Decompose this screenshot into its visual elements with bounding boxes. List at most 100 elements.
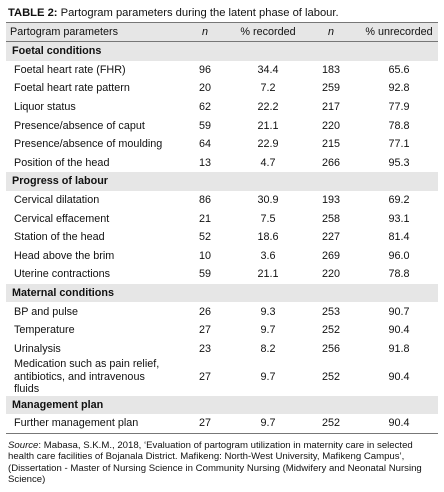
cell-unrecorded: 96.0 <box>388 249 410 262</box>
cell-recorded: 7.2 <box>260 82 276 95</box>
cell-unrecorded: 81.4 <box>388 231 410 244</box>
cell-unrecorded: 90.4 <box>388 370 410 383</box>
cell-n2: 266 <box>321 156 340 169</box>
cell-n1: 27 <box>198 370 211 383</box>
cell-param: Position of the head <box>14 156 110 169</box>
cell-unrecorded: 69.2 <box>388 194 410 207</box>
cell-unrecorded: 91.8 <box>388 342 410 355</box>
cell-n1: 13 <box>198 156 211 169</box>
cell-n1: 59 <box>198 268 211 281</box>
cell-n1: 23 <box>198 342 211 355</box>
cell-recorded: 3.6 <box>260 249 276 262</box>
cell-recorded: 8.2 <box>260 342 276 355</box>
cell-recorded: 21.1 <box>257 268 279 281</box>
cell-unrecorded: 92.8 <box>388 82 410 95</box>
cell-n2: 256 <box>321 342 340 355</box>
section-header-row: Foetal conditions <box>6 41 438 61</box>
table-body: Foetal conditions Foetal heart rate (FHR)… <box>6 41 438 434</box>
cell-param: Head above the brim <box>14 249 115 262</box>
table-row: Cervical effacement 21 7.5 258 93.1 <box>6 209 438 228</box>
cell-recorded: 18.6 <box>257 231 279 244</box>
cell-recorded: 22.9 <box>257 138 279 151</box>
cell-n2: 215 <box>321 138 340 151</box>
section-title: Maternal conditions <box>6 283 438 303</box>
cell-unrecorded: 90.4 <box>388 324 410 337</box>
cell-recorded: 9.7 <box>234 414 302 434</box>
cell-recorded: 4.7 <box>260 156 276 169</box>
section-title: Foetal conditions <box>6 41 438 61</box>
cell-unrecorded: 93.1 <box>388 212 410 225</box>
cell-n1: 62 <box>198 101 211 114</box>
source-text: : Mabasa, S.K.M., 2018, ‘Evaluation of p… <box>8 439 422 485</box>
cell-param: Liquor status <box>14 101 76 114</box>
header-parameters: Partogram parameters <box>6 22 176 42</box>
table-row: Temperature 27 9.7 252 90.4 <box>6 321 438 340</box>
cell-n2: 252 <box>302 414 360 434</box>
header-n-unrecorded: n <box>302 22 360 42</box>
cell-param: Foetal heart rate pattern <box>14 82 130 95</box>
cell-n2: 183 <box>321 63 340 76</box>
cell-param: Urinalysis <box>14 342 61 355</box>
cell-param: Temperature <box>14 324 75 337</box>
table-row: Presence/absence of caput 59 21.1 220 78.8 <box>6 116 438 135</box>
cell-n1: 10 <box>198 249 211 262</box>
cell-unrecorded: 77.1 <box>388 138 410 151</box>
table-row: Presence/absence of moulding 64 22.9 215 77.… <box>6 135 438 154</box>
cell-n1: 21 <box>198 212 211 225</box>
header-n-recorded: n <box>176 22 234 42</box>
cell-n1: 86 <box>198 194 211 207</box>
table-row: Urinalysis 23 8.2 256 91.8 <box>6 340 438 359</box>
cell-n1: 52 <box>198 231 211 244</box>
cell-unrecorded: 65.6 <box>388 63 410 76</box>
cell-param: Foetal heart rate (FHR) <box>14 63 126 76</box>
table-row: Foetal heart rate pattern 20 7.2 259 92.8 <box>6 79 438 98</box>
cell-unrecorded: 78.8 <box>388 268 410 281</box>
cell-recorded: 9.3 <box>260 305 276 318</box>
cell-recorded: 34.4 <box>257 63 279 76</box>
cell-n2: 252 <box>321 324 340 337</box>
cell-n1: 64 <box>198 138 211 151</box>
cell-n2: 220 <box>321 268 340 281</box>
table-row: Medication such as pain relief, antibiot… <box>6 358 438 396</box>
section-title: Management plan <box>6 395 438 415</box>
cell-param: Station of the head <box>14 231 105 244</box>
cell-n2: 220 <box>321 119 340 132</box>
cell-param: Cervical dilatation <box>14 194 100 207</box>
cell-n1: 20 <box>198 82 211 95</box>
cell-n2: 269 <box>321 249 340 262</box>
table-caption: TABLE 2: Partogram parameters during the… <box>8 6 438 20</box>
cell-n1: 27 <box>198 324 211 337</box>
cell-n2: 217 <box>321 101 340 114</box>
cell-recorded: 22.2 <box>257 101 279 114</box>
cell-param: Further management plan <box>6 414 176 434</box>
section-header-row: Maternal conditions <box>6 283 438 303</box>
table-row: Uterine contractions 59 21.1 220 78.8 <box>6 265 438 284</box>
cell-recorded: 7.5 <box>260 212 276 225</box>
cell-param: Medication such as pain relief, antibiot… <box>14 358 160 396</box>
header-percent-unrecorded: % unrecorded <box>360 22 438 42</box>
cell-param: BP and pulse <box>14 305 79 318</box>
cell-unrecorded: 95.3 <box>388 156 410 169</box>
cell-unrecorded: 90.4 <box>360 414 438 434</box>
table-row: Foetal heart rate (FHR) 96 34.4 183 65.6 <box>6 61 438 80</box>
cell-n1: 96 <box>198 63 211 76</box>
cell-n2: 253 <box>321 305 340 318</box>
table-number: TABLE 2: <box>8 7 58 19</box>
cell-param: Presence/absence of moulding <box>14 138 163 151</box>
section-header-row: Progress of labour <box>6 172 438 191</box>
cell-n1: 26 <box>198 305 211 318</box>
table-row: Position of the head 13 4.7 266 95.3 <box>6 154 438 173</box>
cell-recorded: 9.7 <box>260 324 276 337</box>
cell-param: Cervical effacement <box>14 212 110 225</box>
cell-n2: 258 <box>321 212 340 225</box>
cell-n2: 259 <box>321 82 340 95</box>
header-percent-recorded: % recorded <box>234 22 302 42</box>
table-row: Cervical dilatation 86 30.9 193 69.2 <box>6 191 438 210</box>
cell-recorded: 30.9 <box>257 194 279 207</box>
cell-recorded: 9.7 <box>260 370 276 383</box>
cell-unrecorded: 78.8 <box>388 119 410 132</box>
table-row: Further management plan 27 9.7 252 90.4 <box>6 414 438 434</box>
cell-unrecorded: 90.7 <box>388 305 410 318</box>
table-header-row: Partogram parameters n % recorded n % un… <box>6 22 438 42</box>
